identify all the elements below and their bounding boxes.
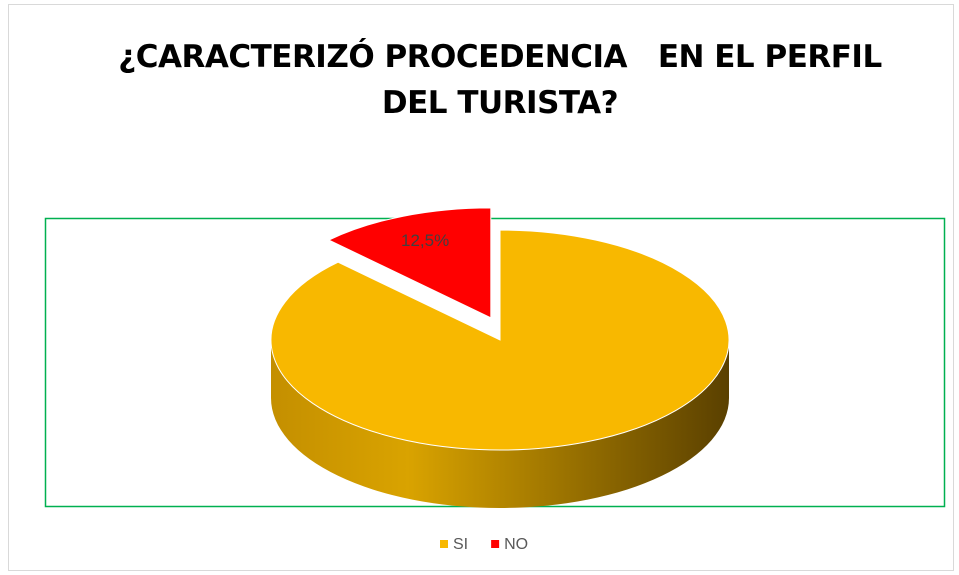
chart-border (8, 4, 954, 571)
data-label: 12,5% (401, 231, 449, 250)
legend-label: SI (453, 536, 468, 553)
slice (270, 229, 730, 451)
legend-swatch (440, 540, 448, 548)
legend-swatch (491, 540, 500, 548)
chart-title: ¿CARACTERIZÓ PROCEDENCIA EN EL PERFIL DE… (118, 39, 893, 121)
slice (327, 207, 492, 319)
legend-label: NO (504, 536, 528, 553)
slice-side (271, 340, 729, 508)
